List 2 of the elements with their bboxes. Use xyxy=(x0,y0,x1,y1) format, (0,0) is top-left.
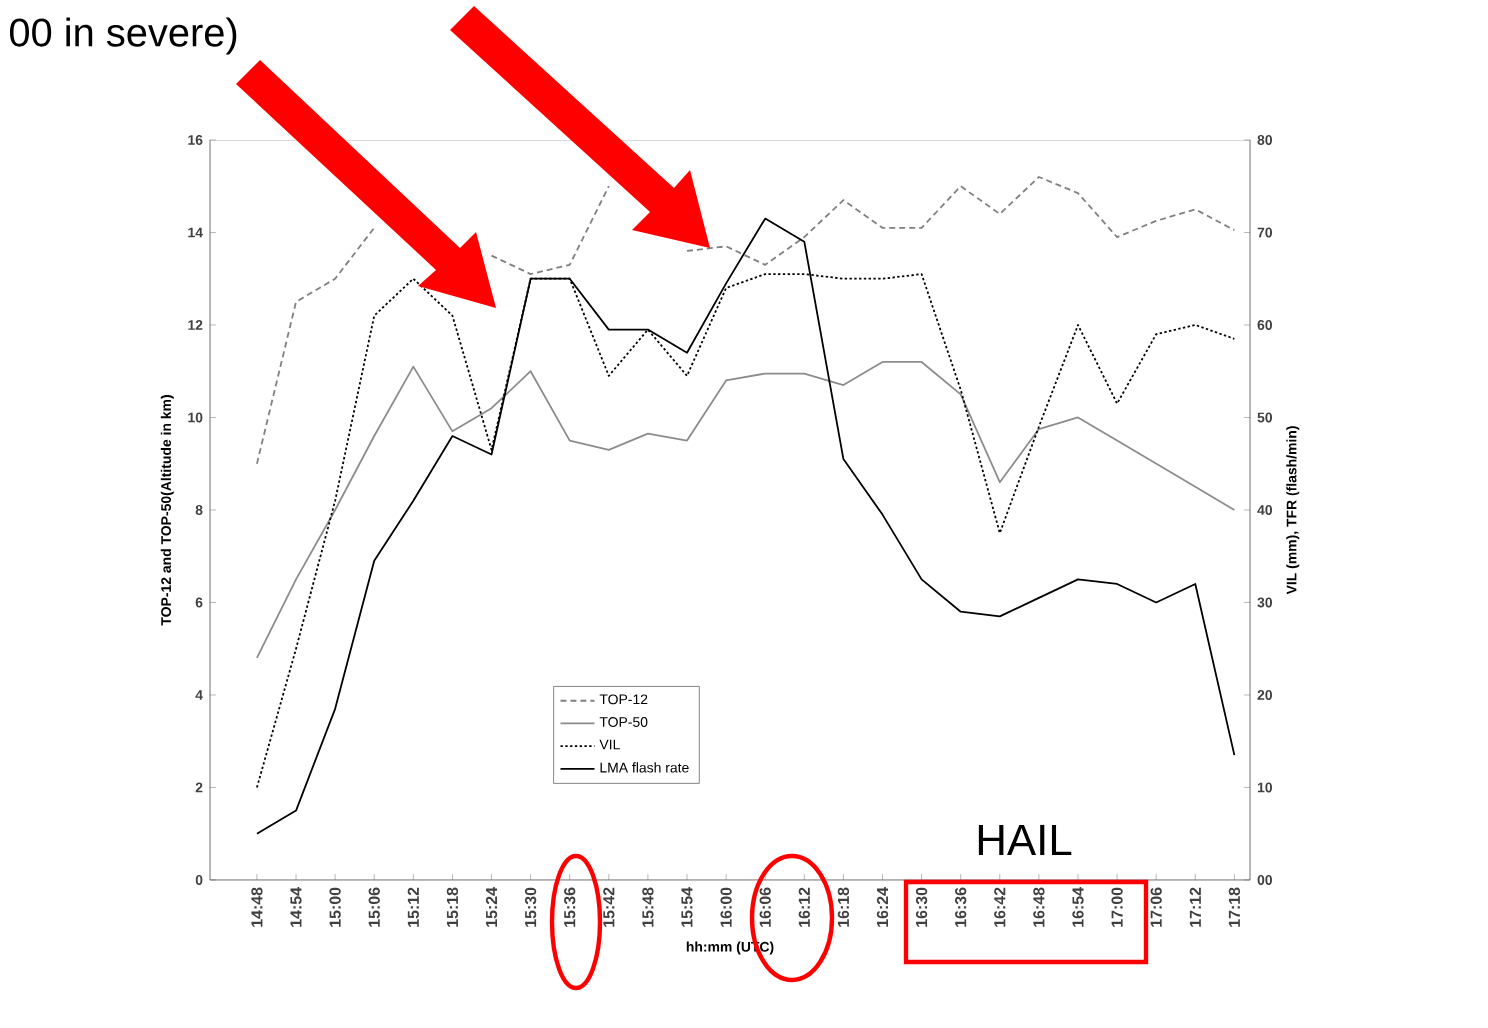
text: 00 in severe) xyxy=(9,17,237,55)
annotation: HAIL xyxy=(978,824,1072,856)
